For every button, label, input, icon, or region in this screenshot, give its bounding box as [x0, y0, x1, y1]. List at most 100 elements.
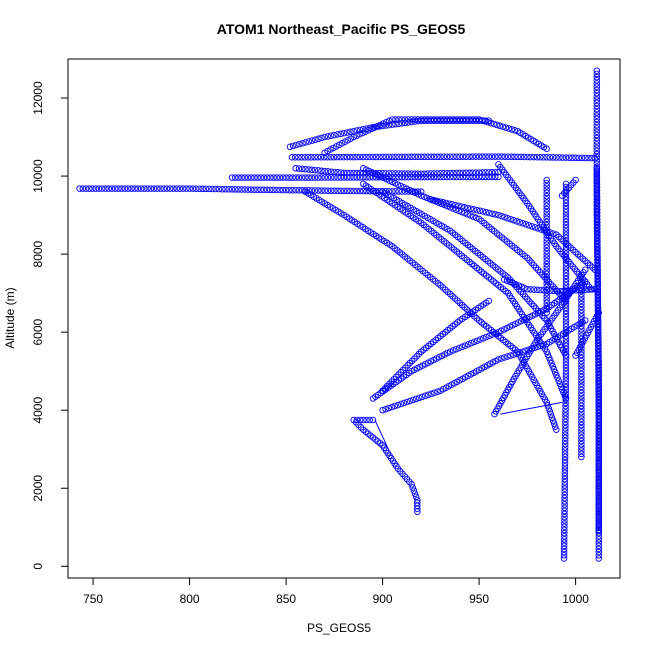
data-point — [369, 153, 377, 161]
data-point — [192, 185, 200, 192]
data-point — [561, 526, 568, 534]
data-point — [405, 170, 412, 177]
data-point — [578, 444, 585, 451]
data-point — [79, 185, 87, 192]
data-point — [327, 153, 335, 161]
data-point — [405, 173, 412, 181]
data-point — [479, 208, 487, 215]
data-point — [519, 220, 527, 227]
data-point — [562, 266, 570, 273]
data-point — [562, 307, 570, 315]
data-point — [437, 173, 444, 181]
data-point — [561, 450, 569, 457]
data-point — [562, 355, 570, 362]
data-point — [595, 406, 603, 414]
data-point — [137, 185, 145, 192]
data-point — [379, 387, 386, 394]
y-tick-label: 2000 — [31, 475, 45, 502]
data-point — [482, 173, 489, 181]
data-point — [543, 234, 550, 242]
data-point — [543, 309, 550, 316]
data-point — [561, 504, 568, 511]
data-point — [540, 154, 547, 161]
data-point — [311, 174, 319, 181]
data-point — [543, 205, 550, 213]
data-point — [492, 330, 499, 337]
data-point — [593, 171, 601, 178]
data-point — [578, 342, 585, 349]
data-point — [562, 183, 570, 191]
data-point — [578, 441, 585, 448]
data-point — [562, 180, 570, 188]
data-point — [594, 273, 601, 280]
data-point — [82, 185, 90, 192]
data-point — [562, 406, 569, 413]
data-point — [512, 281, 520, 288]
data-point — [553, 287, 561, 295]
data-point — [421, 116, 428, 123]
data-point — [562, 196, 570, 203]
data-point — [578, 393, 585, 400]
data-point — [291, 154, 299, 161]
data-point — [475, 116, 483, 123]
data-point — [518, 283, 525, 291]
data-point — [595, 470, 603, 478]
data-point — [595, 555, 603, 562]
data-point — [356, 131, 363, 138]
data-point — [411, 355, 418, 362]
data-point — [471, 338, 478, 346]
data-point — [578, 329, 585, 336]
data-point — [502, 124, 510, 131]
data-point — [594, 247, 601, 255]
data-point — [163, 185, 171, 192]
data-point — [593, 86, 601, 94]
data-point — [395, 188, 402, 195]
data-point — [562, 380, 570, 388]
data-point — [543, 247, 550, 255]
data-point — [566, 287, 573, 294]
data-point — [595, 387, 602, 395]
data-point — [562, 304, 570, 311]
data-point — [593, 212, 601, 220]
data-point — [251, 186, 258, 193]
data-point — [417, 116, 425, 123]
data-point — [594, 263, 601, 271]
data-point — [543, 212, 550, 219]
data-point — [480, 335, 487, 342]
data-point — [554, 374, 561, 382]
data-point — [392, 116, 399, 123]
data-point — [593, 89, 601, 97]
data-point — [263, 174, 271, 181]
data-point — [578, 316, 585, 323]
data-point — [562, 333, 570, 340]
data-point — [395, 173, 402, 181]
data-point — [551, 368, 559, 376]
data-point — [466, 116, 473, 123]
data-point — [459, 116, 467, 123]
data-point — [462, 153, 470, 160]
data-point — [543, 244, 550, 252]
data-point — [594, 330, 602, 338]
data-point — [543, 199, 550, 206]
data-point — [111, 185, 119, 192]
data-point — [595, 539, 603, 546]
data-point — [595, 403, 602, 411]
data-point — [562, 209, 570, 216]
data-point — [562, 288, 570, 296]
data-point — [593, 128, 601, 135]
data-point — [543, 202, 550, 210]
data-point — [381, 385, 389, 392]
data-point — [343, 129, 351, 136]
data-point — [578, 297, 585, 304]
data-point — [411, 116, 419, 123]
data-point — [321, 187, 328, 194]
data-point — [517, 317, 525, 325]
data-point — [183, 185, 190, 192]
data-point — [302, 165, 309, 173]
data-point — [468, 339, 475, 347]
data-point — [434, 116, 441, 123]
data-point — [547, 411, 555, 418]
data-point — [594, 257, 601, 264]
data-point — [382, 153, 390, 161]
data-point — [593, 102, 601, 110]
